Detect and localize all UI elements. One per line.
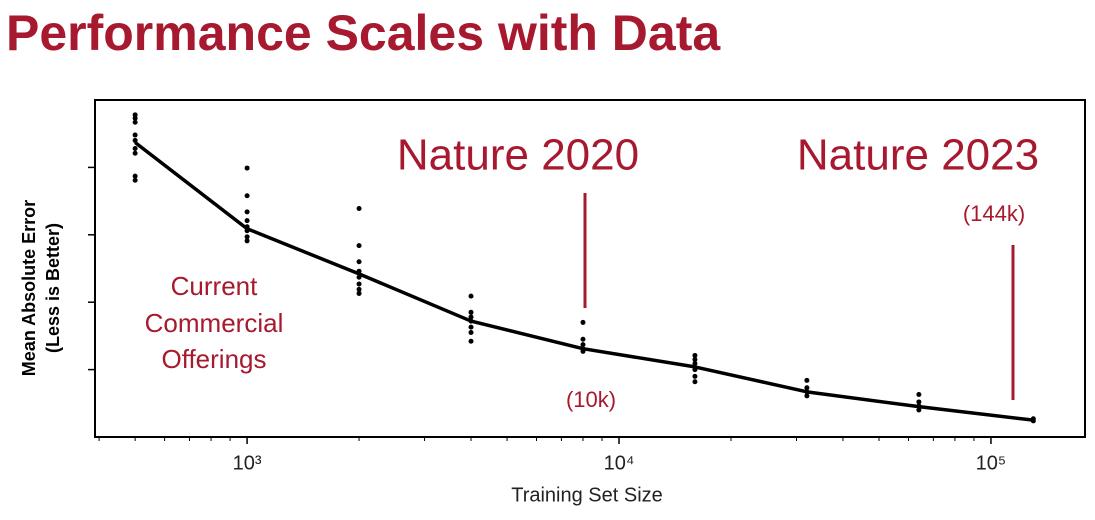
annotation: (10k)	[566, 387, 616, 412]
annotation: Nature 2020	[397, 131, 639, 180]
annotation: Nature 2023	[797, 131, 1039, 180]
scatter-point	[580, 348, 586, 354]
scatter-point	[468, 314, 474, 320]
scatter-point	[804, 385, 810, 391]
scatter-point	[244, 218, 250, 224]
annotation: Current	[171, 271, 258, 301]
scatter-point	[692, 356, 698, 362]
chart-title: Performance Scales with Data	[6, 5, 721, 61]
scatter-point	[132, 132, 138, 138]
scatter-point	[916, 403, 922, 409]
scatter-point	[916, 399, 922, 405]
scatter-point	[356, 206, 362, 212]
y-axis-label-line: Mean Absolute Error	[19, 200, 39, 376]
scatter-point	[692, 373, 698, 379]
x-axis-label: Training Set Size	[511, 484, 663, 506]
scatter-point	[132, 146, 138, 152]
scatter-point	[692, 367, 698, 373]
scatter-point	[356, 290, 362, 296]
scatter-point	[244, 193, 250, 199]
scatter-point	[468, 338, 474, 344]
y-axis-label: Mean Absolute Error (Less is Better)	[19, 200, 63, 376]
scatter-point	[244, 238, 250, 244]
scatter-point	[804, 389, 810, 395]
scatter-point	[804, 377, 810, 383]
scatter-point	[356, 286, 362, 292]
scatter-point	[580, 319, 586, 325]
x-tick-label: 10⁴	[604, 452, 635, 474]
annotation: (144k)	[963, 201, 1025, 226]
scatter-point	[580, 342, 586, 348]
y-axis-label-line: (Less is Better)	[43, 223, 63, 353]
scatter-point	[244, 165, 250, 171]
scatter-point	[468, 293, 474, 299]
scatter-point	[132, 173, 138, 179]
scatter-point	[132, 177, 138, 183]
scatter-point	[356, 281, 362, 287]
scatter-point	[468, 324, 474, 330]
scatter-point	[468, 309, 474, 315]
scatter-point	[692, 352, 698, 358]
scatter-point	[356, 268, 362, 274]
scatter-point	[132, 137, 138, 143]
scatter-point	[244, 224, 250, 230]
scatter-point	[132, 119, 138, 125]
scatter-point	[468, 318, 474, 324]
scatter-point	[692, 361, 698, 367]
scatter-point	[916, 407, 922, 413]
scatter-point	[356, 274, 362, 280]
x-tick-label: 10³	[233, 452, 262, 474]
scatter-point	[356, 259, 362, 265]
scatter-point	[244, 209, 250, 215]
scatter-point	[244, 234, 250, 240]
scatter-point	[468, 330, 474, 336]
scatter-point	[244, 228, 250, 234]
annotation: Commercial	[145, 308, 284, 338]
scatter-point	[132, 150, 138, 156]
scatter-point	[804, 393, 810, 399]
scatter-point	[132, 115, 138, 121]
scatter-point	[916, 392, 922, 398]
x-tick-label: 10⁵	[976, 452, 1007, 474]
scatter-point	[692, 379, 698, 385]
scatter-point	[1030, 418, 1036, 424]
annotation: Offerings	[161, 344, 266, 374]
plot-frame	[94, 99, 1086, 438]
scatter-point	[580, 336, 586, 342]
scatter-point	[356, 243, 362, 249]
